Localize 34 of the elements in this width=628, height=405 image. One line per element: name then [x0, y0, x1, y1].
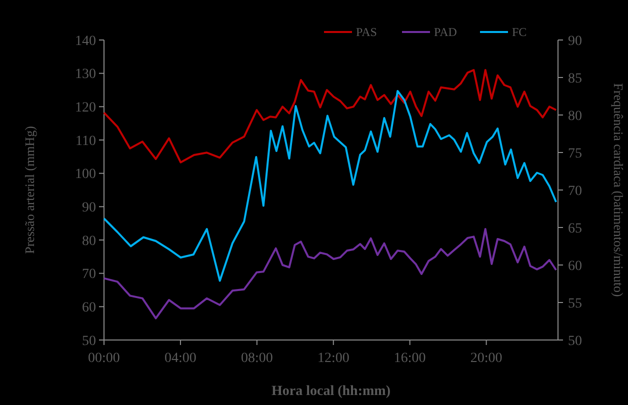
x-tick-label: 12:00: [317, 351, 350, 366]
legend-label: PAD: [434, 25, 458, 39]
y-tick-label: 140: [75, 34, 96, 49]
y-tick-label: 50: [82, 334, 96, 349]
x-axis-title: Hora local (hh:mm): [272, 384, 391, 399]
line-series: [103, 69, 558, 164]
y2-tick-label: 75: [568, 146, 582, 162]
legend-label: FC: [512, 25, 527, 39]
y2-tick-label: 85: [568, 71, 582, 86]
y2-tick-label: 80: [568, 108, 582, 124]
y-tick-label: 70: [82, 267, 96, 282]
y2-tick-label: 65: [568, 221, 582, 236]
x-tick-label: 04:00: [164, 351, 196, 366]
y2-tick-label: 55: [568, 296, 582, 312]
y-tick-label: 60: [82, 300, 96, 316]
x-tick-label: 08:00: [240, 351, 273, 366]
y-tick-label: 90: [82, 200, 96, 216]
legend-label: PAS: [356, 25, 377, 39]
y-tick-label: 130: [75, 67, 96, 82]
y-tick-label: 80: [82, 234, 96, 249]
x-tick-label: 20:00: [470, 351, 502, 366]
y-tick-label: 120: [75, 100, 96, 116]
line-series: [103, 90, 558, 282]
y2-tick-label: 50: [568, 334, 582, 349]
line-series: [103, 228, 558, 320]
y2-tick-label: 70: [568, 184, 582, 199]
x-tick-label: 00:00: [88, 351, 120, 366]
y2-axis-title: Frequência cardíaca (batimentos/minuto): [611, 83, 626, 297]
y2-tick-label: 90: [568, 34, 582, 49]
y-axis-title: Pressão arterial (mmHg): [22, 126, 37, 254]
y2-tick-label: 60: [568, 258, 582, 274]
x-tick-label: 16:00: [394, 351, 426, 366]
y-tick-label: 110: [76, 134, 96, 149]
y-tick-label: 100: [75, 167, 96, 182]
